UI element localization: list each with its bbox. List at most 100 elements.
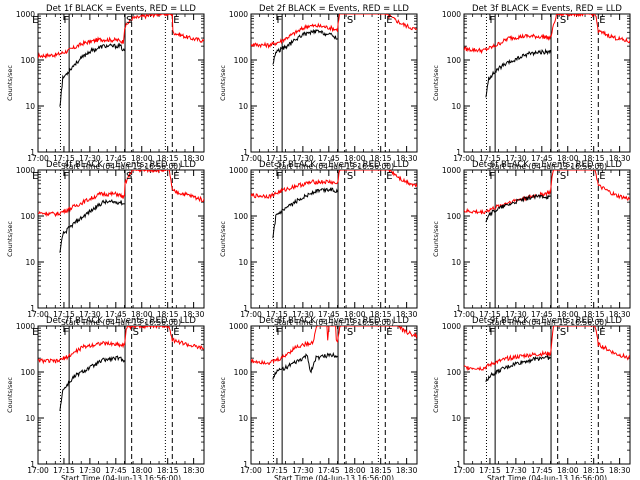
y-tick-label: 1000 xyxy=(442,322,461,331)
x-tick-label: 18:00 xyxy=(344,466,366,475)
x-tick-label: 17:15 xyxy=(479,466,501,475)
chart-panel: Det 1f BLACK = Events, RED = LLD 1 10 100 10… xyxy=(6,4,205,171)
interval-marker: E xyxy=(32,171,38,182)
events-series-line xyxy=(485,48,551,98)
y-tick-label: 1000 xyxy=(16,10,35,19)
plot-frame xyxy=(250,325,418,465)
interval-marker: F xyxy=(276,327,282,338)
y-tick-label: 1000 xyxy=(442,166,461,175)
y-tick-label: 1 xyxy=(243,460,248,469)
x-tick-label: 18:15 xyxy=(370,310,392,319)
x-tick-label: 17:00 xyxy=(27,466,49,475)
y-tick-label: 100 xyxy=(234,56,249,65)
x-tick-label: 18:15 xyxy=(583,154,605,163)
y-tick-label: 1 xyxy=(456,304,461,313)
x-tick-label: 17:15 xyxy=(479,310,501,319)
y-axis-label: Counts/sec xyxy=(6,221,14,257)
x-tick-label: 18:15 xyxy=(370,466,392,475)
x-tick-label: 18:30 xyxy=(183,310,205,319)
x-tick-label: 17:15 xyxy=(266,466,288,475)
interval-marker: S xyxy=(560,171,566,182)
x-tick-label: 17:45 xyxy=(105,466,127,475)
interval-marker: S xyxy=(560,327,566,338)
interval-marker: E xyxy=(386,15,392,26)
interval-marker: F xyxy=(63,327,69,338)
y-tick-label: 1 xyxy=(456,460,461,469)
y-tick-label: 1000 xyxy=(229,166,248,175)
y-tick-label: 100 xyxy=(21,56,36,65)
x-tick-label: 17:00 xyxy=(453,466,475,475)
x-tick-label: 17:45 xyxy=(531,310,553,319)
y-tick-label: 100 xyxy=(21,368,36,377)
x-tick-label: 18:30 xyxy=(396,154,418,163)
x-tick-label: 17:30 xyxy=(79,310,101,319)
interval-marker: S xyxy=(126,171,132,182)
x-tick-label: 17:15 xyxy=(53,310,75,319)
x-tick-label: 17:00 xyxy=(240,154,262,163)
x-tick-label: 17:00 xyxy=(240,310,262,319)
x-tick-label: 17:15 xyxy=(266,154,288,163)
plot-frame xyxy=(463,325,631,465)
chart-panel: Det 3f BLACK = Events, RED = LLD 1 10 100 10… xyxy=(432,4,631,171)
y-axis-label: Counts/sec xyxy=(432,65,440,101)
x-tick-label: 18:15 xyxy=(157,154,179,163)
plot-frame xyxy=(250,13,418,153)
events-series-line xyxy=(59,355,125,411)
x-tick-label: 17:45 xyxy=(531,466,553,475)
x-tick-label: 17:45 xyxy=(318,310,340,319)
events-series-line xyxy=(59,198,125,253)
interval-marker: E xyxy=(173,171,179,182)
y-axis-label: Counts/sec xyxy=(432,221,440,257)
events-series-line xyxy=(59,42,125,107)
panel-title: Det 1f BLACK = Events, RED = LLD xyxy=(46,4,196,14)
events-series-line xyxy=(272,187,338,239)
y-tick-label: 1000 xyxy=(16,322,35,331)
x-tick-label: 17:45 xyxy=(531,154,553,163)
x-tick-label: 17:15 xyxy=(266,310,288,319)
y-tick-label: 100 xyxy=(447,368,462,377)
x-tick-label: 18:30 xyxy=(183,466,205,475)
x-tick-label: 17:30 xyxy=(292,154,314,163)
panel-title: Det 8f BLACK = Events, RED = LLD xyxy=(259,316,409,326)
panel-title: Det 4f BLACK = Events, RED = LLD xyxy=(46,160,196,170)
interval-marker: S xyxy=(347,15,353,26)
interval-marker: E xyxy=(32,327,38,338)
interval-marker: F xyxy=(489,15,495,26)
x-tick-label: 17:00 xyxy=(240,466,262,475)
events-series-line xyxy=(485,354,551,383)
interval-marker: E xyxy=(173,15,179,26)
interval-marker: F xyxy=(276,171,282,182)
panel-title: Det 2f BLACK = Events, RED = LLD xyxy=(259,4,409,14)
interval-marker: S xyxy=(347,327,353,338)
lld-series-line xyxy=(38,14,204,59)
x-tick-label: 17:30 xyxy=(292,310,314,319)
y-tick-label: 1 xyxy=(456,148,461,157)
plot-frame xyxy=(37,325,205,465)
events-series-line xyxy=(272,351,338,380)
chart-panel: Det 5f BLACK = Events, RED = LLD 1 10 100 10… xyxy=(219,160,418,327)
x-tick-label: 17:45 xyxy=(105,154,127,163)
y-tick-label: 100 xyxy=(447,56,462,65)
plot-frame xyxy=(463,169,631,309)
lld-series-line xyxy=(464,170,630,215)
y-tick-label: 100 xyxy=(21,212,36,221)
x-tick-label: 18:00 xyxy=(131,310,153,319)
x-tick-label: 17:45 xyxy=(318,154,340,163)
x-tick-label: 17:00 xyxy=(27,310,49,319)
x-tick-label: 17:00 xyxy=(453,154,475,163)
x-axis-label: Start Time (04-Jun-13 16:56:00) xyxy=(487,474,607,480)
y-tick-label: 1000 xyxy=(229,10,248,19)
x-tick-label: 17:15 xyxy=(53,466,75,475)
x-tick-label: 17:15 xyxy=(53,154,75,163)
chart-panel: Det 4f BLACK = Events, RED = LLD 1 10 100 10… xyxy=(6,160,205,327)
interval-marker: E xyxy=(32,15,38,26)
interval-marker: E xyxy=(599,15,605,26)
y-tick-label: 1 xyxy=(243,304,248,313)
x-tick-label: 17:30 xyxy=(292,466,314,475)
y-tick-label: 10 xyxy=(451,414,461,423)
plot-frame xyxy=(250,169,418,309)
chart-panel: Det 9f BLACK = Events, RED = LLD 1 10 100 10… xyxy=(432,316,631,480)
y-tick-label: 1 xyxy=(30,148,35,157)
y-tick-label: 1 xyxy=(30,304,35,313)
